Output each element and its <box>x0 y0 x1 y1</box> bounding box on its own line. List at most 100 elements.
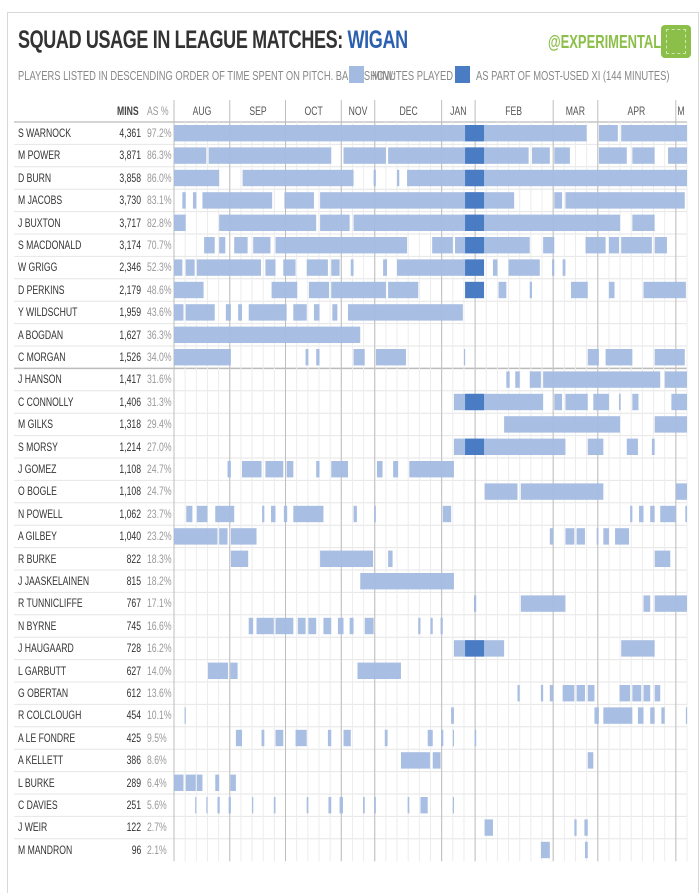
month-label-text: APR <box>627 104 646 118</box>
player-name: G OBERTAN <box>18 686 88 700</box>
player-minutes: 3,858 <box>81 171 141 185</box>
minutes-bar <box>185 774 196 791</box>
minutes-bar <box>484 819 493 836</box>
player-percent: 14.0% <box>147 664 181 678</box>
player-name-text: L GARBUTT <box>18 663 67 678</box>
minutes-bar <box>196 259 261 276</box>
player-minutes-text: 822 <box>126 551 141 566</box>
player-minutes-text: 3,174 <box>119 238 141 252</box>
player-percent: 31.6% <box>147 372 181 386</box>
player-minutes: 728 <box>81 641 141 655</box>
minutes-bar <box>238 304 243 321</box>
player-percent: 27.0% <box>147 440 181 454</box>
minutes-bar <box>265 461 284 478</box>
player-name-text: Y WILDSCHUT <box>18 305 78 320</box>
minutes-bar <box>451 707 454 724</box>
minutes-bar <box>204 237 215 254</box>
player-minutes-text: 1,062 <box>119 506 141 521</box>
legend-xi-label: AS PART OF MOST-USED XI (144 MINUTES) <box>476 68 670 83</box>
minutes-bar <box>174 169 220 187</box>
minutes-bar <box>219 528 228 545</box>
column-header-mins: MINS <box>117 104 147 118</box>
col-mins-label: MINS <box>117 104 139 118</box>
minutes-bar <box>196 505 208 523</box>
minutes-bar <box>632 393 639 411</box>
minutes-bar <box>587 685 595 702</box>
player-minutes: 1,627 <box>81 328 141 342</box>
player-name: M MANDRON <box>18 843 93 857</box>
player-name-text: D BURN <box>18 170 52 185</box>
minutes-bar <box>219 237 226 254</box>
player-percent: 34.0% <box>147 350 181 364</box>
minutes-bar <box>442 505 452 523</box>
player-name: Y WILDSCHUT <box>18 305 100 319</box>
player-name-text: M MANDRON <box>18 842 73 857</box>
minutes-bar <box>562 259 566 276</box>
player-name-text: R BURKE <box>18 551 57 566</box>
most-used-xi-bar <box>465 192 485 209</box>
minutes-bar <box>215 505 235 523</box>
minutes-bar <box>492 259 498 276</box>
minutes-bar <box>275 617 294 635</box>
player-name: J BUXTON <box>18 216 77 230</box>
minutes-bar <box>440 617 443 635</box>
minutes-bar <box>552 259 555 276</box>
player-name: D PERKINS <box>18 283 83 297</box>
player-name-text: A GILBEY <box>18 529 57 544</box>
month-label: MAR <box>553 104 598 118</box>
player-name: A KELLETT <box>18 753 81 767</box>
minutes-bar <box>654 237 667 254</box>
minutes-bar <box>584 819 588 836</box>
minutes-bar <box>182 192 186 209</box>
minutes-bar <box>284 192 314 209</box>
minutes-bar <box>554 147 570 164</box>
minutes-bar <box>630 505 633 523</box>
minutes-bar <box>273 797 276 814</box>
player-percent-text: 18.2% <box>147 574 172 588</box>
minutes-bar <box>565 192 685 209</box>
most-used-xi-bar <box>465 438 485 455</box>
minutes-bar <box>256 617 274 635</box>
subtitle-text: PLAYERS LISTED IN DESCENDING ORDER OF TI… <box>18 68 396 83</box>
minutes-bar <box>265 259 276 276</box>
minutes-bar <box>430 617 433 635</box>
month-label-text: SEP <box>248 104 267 118</box>
player-name: L GARBUTT <box>18 664 85 678</box>
minutes-bar <box>293 505 324 523</box>
minutes-bar <box>388 550 393 567</box>
minutes-bar <box>418 617 421 635</box>
minutes-bar <box>498 281 507 299</box>
player-name: R TUNNICLIFFE <box>18 596 108 610</box>
player-name: L BURKE <box>18 776 69 790</box>
player-name-text: S MACDONALD <box>18 238 82 252</box>
minutes-bar <box>671 393 687 411</box>
minutes-bar <box>643 595 651 612</box>
player-percent-text: 2.7% <box>147 820 167 835</box>
player-percent-text: 13.6% <box>147 686 172 700</box>
player-minutes: 612 <box>81 686 141 700</box>
minutes-bar <box>515 371 520 388</box>
legend-xi-swatch <box>455 66 470 83</box>
minutes-bar <box>252 797 254 814</box>
player-minutes: 815 <box>81 574 141 588</box>
player-minutes-text: 1,417 <box>119 372 141 387</box>
minutes-bar <box>621 125 687 142</box>
chart-title: SQUAD USAGE IN LEAGUE MATCHES: WIGAN <box>18 26 559 55</box>
player-name: M GILKS <box>18 417 67 431</box>
minutes-bar <box>584 841 588 859</box>
minutes-bar <box>174 281 204 299</box>
minutes-bar <box>343 147 386 164</box>
player-percent: 9.5% <box>147 731 174 745</box>
minutes-bar <box>473 595 477 612</box>
player-name: J HANSON <box>18 372 79 386</box>
minutes-bar <box>427 729 433 747</box>
player-percent-text: 2.1% <box>147 842 167 857</box>
player-minutes: 1,062 <box>81 507 141 521</box>
player-percent: 2.7% <box>147 820 174 834</box>
minutes-bar <box>587 752 594 769</box>
player-minutes: 1,526 <box>81 350 141 364</box>
player-minutes-text: 1,526 <box>119 350 141 364</box>
minutes-bar <box>598 147 627 164</box>
minutes-bar <box>660 505 676 523</box>
month-label: SEP <box>230 104 286 118</box>
